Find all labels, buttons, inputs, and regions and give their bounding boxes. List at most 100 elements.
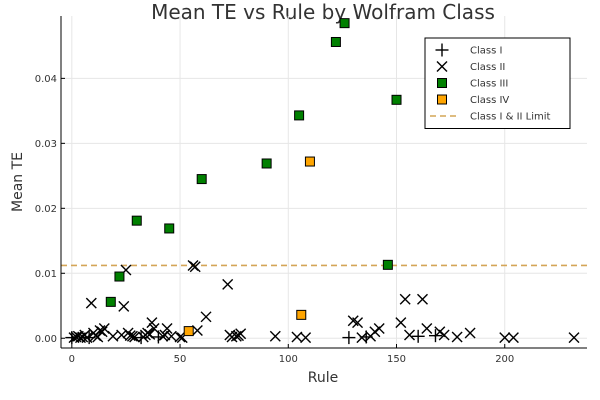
- data-point: [114, 271, 125, 282]
- data-point: [174, 331, 186, 343]
- x-tick-label: 100: [279, 354, 298, 365]
- marker-stroke: [222, 278, 234, 290]
- marker-stroke: [148, 323, 160, 335]
- data-point: [382, 259, 393, 270]
- marker-stroke: [356, 332, 368, 344]
- data-point: [391, 94, 402, 105]
- marker-stroke: [416, 293, 428, 305]
- marker-square: [261, 158, 272, 169]
- series-class-ii: [68, 259, 580, 344]
- marker-stroke: [434, 326, 446, 338]
- marker-stroke: [124, 330, 136, 342]
- data-point: [183, 326, 194, 337]
- data-point: [200, 311, 212, 323]
- data-point: [296, 309, 307, 320]
- y-tick-label: 0.02: [35, 204, 57, 215]
- data-point: [222, 278, 234, 290]
- data-point: [416, 293, 428, 305]
- chart-title: Mean TE vs Rule by Wolfram Class: [151, 0, 495, 24]
- marker-square: [296, 309, 307, 320]
- data-point: [499, 332, 511, 344]
- data-points: [65, 18, 580, 345]
- marker-stroke: [165, 330, 177, 342]
- marker-stroke: [161, 323, 173, 335]
- data-point: [330, 36, 341, 47]
- marker-stroke: [399, 293, 411, 305]
- marker-stroke: [451, 331, 463, 343]
- marker-stroke: [85, 297, 97, 309]
- x-tick-label: 200: [495, 354, 514, 365]
- legend-label: Class IV: [470, 95, 509, 106]
- legend-box: [424, 37, 571, 129]
- data-point: [300, 332, 312, 344]
- marker-stroke: [373, 323, 385, 335]
- data-point: [129, 331, 141, 343]
- data-point: [438, 329, 450, 341]
- marker-stroke: [126, 330, 138, 342]
- marker-square: [382, 259, 393, 270]
- y-tick-label: 0.00: [35, 334, 57, 345]
- marker-stroke: [174, 331, 186, 343]
- marker-stroke: [81, 332, 93, 344]
- marker-stroke: [96, 326, 108, 338]
- marker-stroke: [352, 317, 364, 329]
- data-point: [85, 297, 97, 309]
- data-point: [105, 296, 116, 307]
- marker-stroke: [235, 328, 247, 340]
- data-point: [373, 323, 385, 335]
- legend-label: Class III: [470, 79, 508, 90]
- marker-square: [196, 174, 207, 185]
- data-point: [291, 331, 303, 343]
- marker-stroke: [159, 329, 171, 341]
- marker-stroke: [191, 324, 203, 336]
- data-point: [404, 329, 415, 341]
- series-class-iv: [183, 156, 315, 337]
- marker-stroke: [107, 330, 119, 342]
- data-point: [96, 326, 108, 338]
- data-point: [191, 324, 203, 336]
- marker-stroke: [404, 329, 415, 341]
- marker-stroke: [395, 317, 407, 329]
- legend-marker: [437, 78, 447, 88]
- data-point: [411, 329, 425, 343]
- legend: Class I Class II Class III Class IV Class I …: [424, 37, 571, 129]
- y-axis-label: Mean TE: [10, 152, 26, 212]
- series-class-iii: [105, 18, 402, 307]
- marker-stroke: [438, 329, 450, 341]
- data-point: [451, 331, 463, 343]
- data-point: [134, 331, 148, 345]
- data-point: [118, 300, 130, 312]
- data-point: [395, 317, 407, 329]
- marker-stroke: [98, 323, 110, 335]
- marker-square: [294, 110, 305, 121]
- data-point: [568, 332, 580, 344]
- marker-stroke: [144, 328, 156, 340]
- data-point: [116, 329, 128, 341]
- data-point: [352, 317, 364, 329]
- data-point: [421, 323, 433, 335]
- data-point: [342, 331, 356, 345]
- legend-label: Class II: [470, 62, 505, 73]
- y-tick-label: 0.03: [35, 139, 57, 150]
- x-tick-label: 50: [174, 354, 187, 365]
- marker-square: [304, 156, 315, 167]
- data-point: [124, 330, 136, 342]
- data-point: [164, 223, 175, 234]
- y-tick-label: 0.01: [35, 269, 57, 280]
- data-point: [269, 330, 281, 342]
- data-point: [146, 317, 158, 329]
- data-point: [304, 156, 315, 167]
- marker-square: [391, 94, 402, 105]
- marker-square: [105, 296, 116, 307]
- data-point: [507, 332, 519, 344]
- marker-stroke: [116, 329, 128, 341]
- marker-square: [339, 18, 350, 29]
- marker-stroke: [200, 311, 212, 323]
- data-point: [131, 215, 142, 226]
- legend-marker: [436, 61, 448, 72]
- marker-stroke: [291, 331, 303, 343]
- data-point: [226, 331, 238, 343]
- x-tick-label: 150: [387, 354, 406, 365]
- marker-stroke: [300, 332, 312, 344]
